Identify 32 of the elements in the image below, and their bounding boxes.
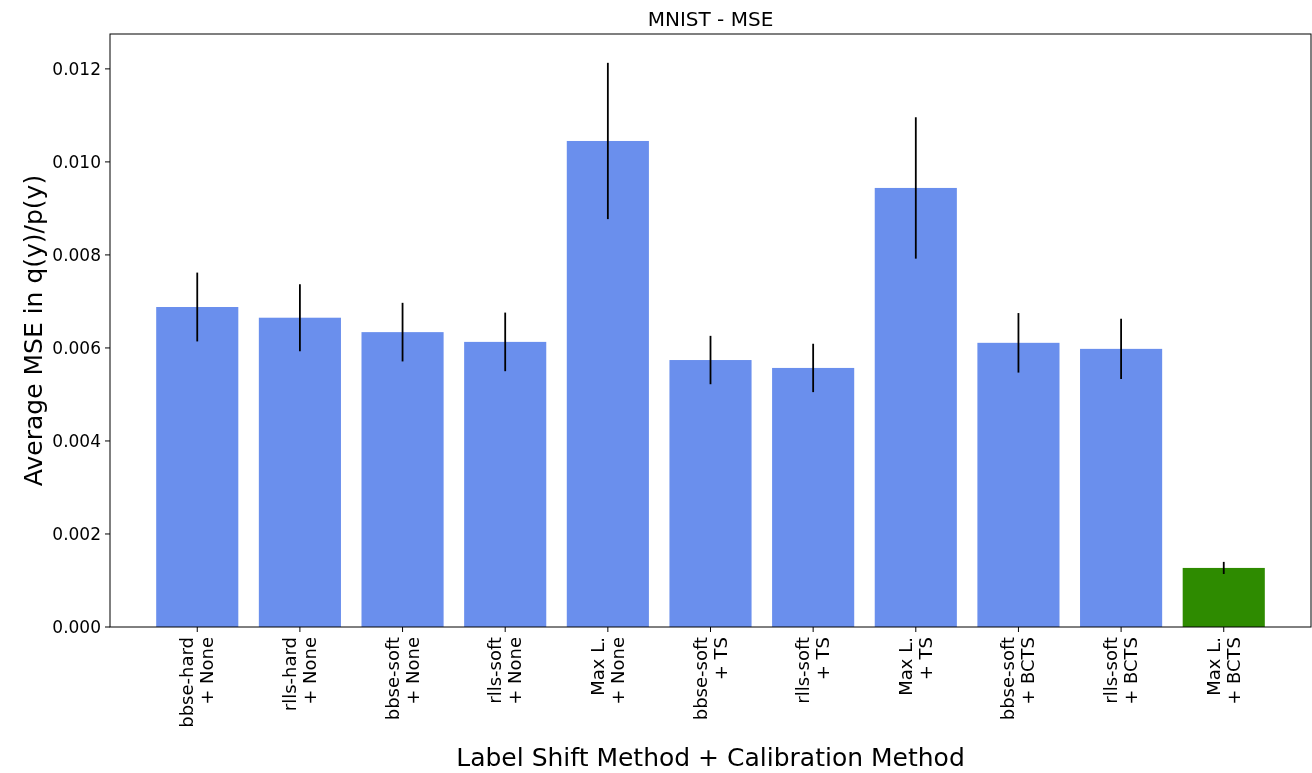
- y-tick-label: 0.008: [52, 244, 101, 265]
- x-tick-label: rlls-soft + BCTS: [1100, 637, 1142, 705]
- y-tick-label: 0.002: [52, 523, 101, 544]
- y-tick-label: 0.010: [52, 151, 101, 172]
- bar: [1080, 348, 1163, 627]
- y-tick-label: 0.006: [52, 337, 101, 358]
- x-tick-label: bbse-soft + BCTS: [997, 637, 1039, 721]
- y-tick-label: 0.004: [52, 430, 101, 451]
- x-tick-label: Max L. + BCTS: [1202, 637, 1244, 705]
- bar: [874, 187, 957, 627]
- x-tick-label: rlls-soft + None: [484, 637, 526, 705]
- x-tick-label: bbse-hard + None: [176, 637, 218, 728]
- y-tick-label: 0.012: [52, 58, 101, 79]
- bar: [1182, 567, 1265, 627]
- bar: [361, 332, 444, 627]
- chart-title: MNIST - MSE: [647, 7, 774, 31]
- x-axis-title: Label Shift Method + Calibration Method: [456, 743, 965, 772]
- x-tick-label: Max L. + TS: [894, 637, 936, 696]
- x-tick-label: bbse-soft + None: [381, 637, 423, 721]
- x-tick-label: bbse-soft + TS: [689, 637, 731, 721]
- bar: [772, 367, 855, 627]
- bar: [977, 342, 1060, 627]
- bar: [566, 140, 649, 627]
- y-tick-label: 0.000: [52, 616, 101, 637]
- bar: [258, 317, 341, 627]
- x-tick-label: rlls-soft + TS: [792, 637, 834, 704]
- bar: [464, 341, 547, 627]
- x-tick-label: rlls-hard + None: [278, 637, 320, 712]
- y-axis-title: Average MSE in q(y)/p(y): [19, 174, 48, 487]
- x-tick-label: Max L. + None: [586, 637, 628, 705]
- bar: [156, 307, 239, 627]
- bar: [669, 360, 752, 627]
